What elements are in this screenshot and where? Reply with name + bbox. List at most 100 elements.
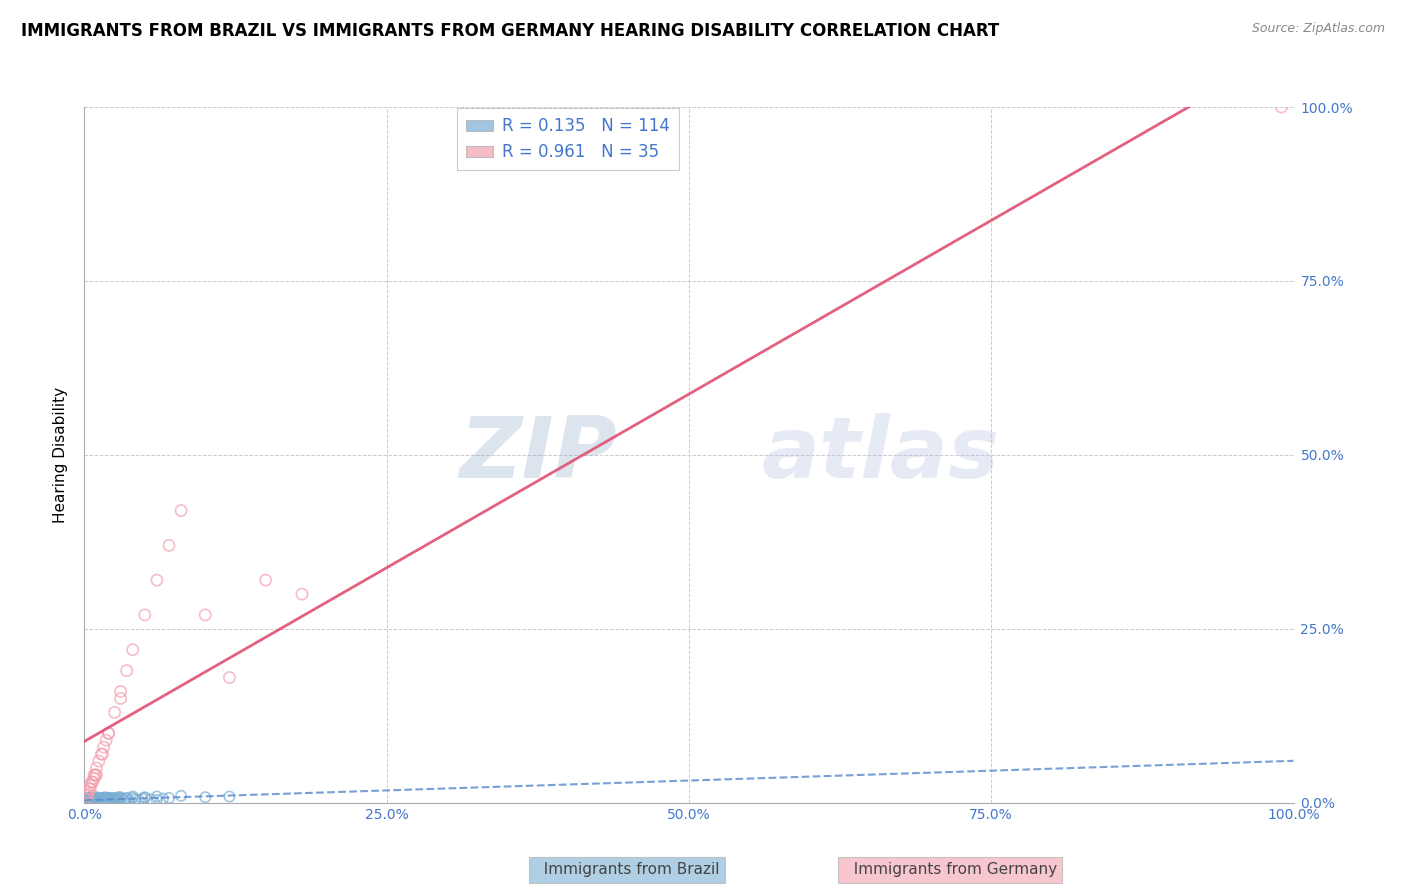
Point [86, 794, 108, 808]
Point [104, 791, 127, 805]
Point [84, 791, 107, 805]
Point [107, 794, 129, 808]
Point [94, 794, 117, 808]
Text: atlas: atlas [762, 413, 1000, 497]
Point [77, 794, 100, 808]
Point [82, 794, 104, 808]
Point [79, 778, 101, 792]
Text: ZIP: ZIP [458, 413, 616, 497]
Point [90, 792, 112, 806]
Point [77, 781, 100, 796]
Point [128, 793, 150, 807]
Point [80, 792, 103, 806]
Point [87, 791, 110, 805]
Point [115, 791, 138, 805]
Point [115, 664, 138, 678]
Point [94, 733, 117, 747]
Point [97, 791, 120, 805]
Point [121, 642, 143, 657]
Point [91, 791, 114, 805]
Point [94, 791, 117, 805]
Point [87, 793, 110, 807]
Point [146, 793, 169, 807]
Point [86, 792, 108, 806]
Point [134, 607, 156, 622]
Point [76, 794, 98, 808]
Point [107, 790, 129, 805]
Point [90, 792, 112, 806]
Point [82, 793, 104, 807]
Point [170, 789, 193, 803]
Y-axis label: Hearing Disability: Hearing Disability [53, 387, 69, 523]
Point [79, 794, 101, 808]
Point [131, 791, 153, 805]
Point [104, 792, 127, 806]
Point [111, 792, 134, 806]
Point [76, 795, 98, 809]
Point [139, 792, 162, 806]
Point [89, 794, 111, 808]
Point [94, 790, 117, 805]
Point [86, 792, 108, 806]
Point [79, 794, 101, 808]
Point [146, 573, 169, 587]
Point [94, 792, 117, 806]
Point [76, 794, 98, 808]
Point [94, 794, 117, 808]
Point [77, 794, 100, 808]
Point [93, 791, 115, 805]
Point [86, 761, 108, 775]
Point [77, 794, 100, 808]
Point [101, 794, 124, 808]
Point [121, 789, 143, 804]
Point [91, 791, 114, 805]
Point [91, 794, 114, 808]
Point [83, 794, 105, 808]
Point [146, 789, 169, 804]
Point [79, 794, 101, 808]
Point [118, 794, 141, 808]
Point [77, 795, 100, 809]
Point [110, 791, 132, 805]
Point [152, 791, 174, 805]
Point [77, 794, 100, 808]
Point [82, 775, 104, 789]
Point [84, 768, 107, 782]
Point [80, 793, 103, 807]
Point [1270, 100, 1292, 114]
Point [97, 791, 120, 805]
Point [115, 791, 138, 805]
Point [93, 740, 115, 755]
Point [77, 793, 100, 807]
Point [101, 791, 124, 805]
Legend: R = 0.135   N = 114, R = 0.961   N = 35: R = 0.135 N = 114, R = 0.961 N = 35 [457, 108, 679, 169]
Point [89, 791, 111, 805]
Point [86, 792, 108, 806]
Point [98, 793, 121, 807]
Point [76, 792, 98, 806]
Point [77, 788, 100, 802]
Point [77, 785, 100, 799]
Point [110, 790, 132, 805]
Point [93, 793, 115, 807]
Point [79, 790, 101, 805]
Point [80, 791, 103, 805]
Point [84, 793, 107, 807]
Point [103, 791, 125, 805]
Point [83, 792, 105, 806]
Point [194, 607, 217, 622]
Point [104, 706, 127, 720]
Point [77, 791, 100, 805]
Point [170, 503, 193, 517]
Point [83, 794, 105, 808]
Point [75, 795, 97, 809]
Point [84, 794, 107, 808]
Text: Immigrants from Brazil: Immigrants from Brazil [534, 863, 720, 877]
Point [86, 791, 108, 805]
Point [157, 791, 180, 805]
Point [86, 794, 108, 808]
Point [77, 793, 100, 807]
Point [82, 791, 104, 805]
Point [91, 791, 114, 805]
Point [87, 793, 110, 807]
